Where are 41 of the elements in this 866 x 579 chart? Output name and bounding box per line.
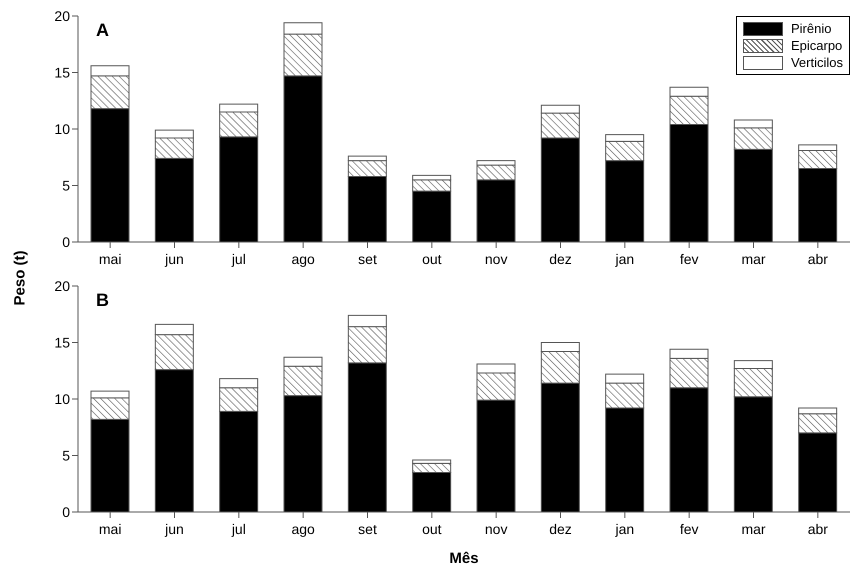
x-tick-label: abr <box>808 520 828 537</box>
legend-label: Epicarpo <box>790 37 842 54</box>
x-tick-label: fev <box>680 520 699 537</box>
x-tick-label: nov <box>484 520 508 537</box>
x-tick-label: jul <box>230 250 246 267</box>
y-tick-label: 5 <box>62 177 70 194</box>
x-tick-label: nov <box>484 250 508 267</box>
x-tick-label: set <box>358 520 377 537</box>
x-tick-label: dez <box>549 250 572 267</box>
y-tick-label: 10 <box>54 120 70 137</box>
x-axis-title: Mês <box>448 550 480 567</box>
y-tick-label: 15 <box>54 334 70 350</box>
y-tick-label: 20 <box>54 8 70 24</box>
x-tick-label: mai <box>98 250 122 267</box>
y-tick-label: 0 <box>62 234 70 250</box>
x-tick-label: jan <box>614 520 634 537</box>
legend-label: Pirênio <box>790 20 832 37</box>
x-tick-label: jul <box>230 520 246 537</box>
x-tick-label: out <box>422 250 442 267</box>
y-axis-title: Peso (t) <box>12 250 28 306</box>
x-tick-label: mar <box>741 250 766 267</box>
x-tick-label: mar <box>741 520 766 537</box>
y-tick-label: 15 <box>54 64 70 80</box>
y-tick-label: 10 <box>54 390 70 407</box>
y-tick-label: 5 <box>62 447 70 464</box>
x-tick-label: jun <box>164 520 184 537</box>
x-tick-label: dez <box>549 520 572 537</box>
x-tick-label: abr <box>808 250 828 267</box>
y-tick-label: 20 <box>54 278 70 294</box>
x-tick-label: ago <box>291 520 316 537</box>
legend-label: Verticilos <box>790 54 843 71</box>
chart-title: A <box>96 20 109 41</box>
x-tick-label: jun <box>164 250 184 267</box>
y-tick-label: 0 <box>62 504 70 520</box>
x-tick-label: out <box>422 520 442 537</box>
x-tick-label: set <box>358 250 377 267</box>
x-tick-label: mai <box>98 520 122 537</box>
x-tick-label: jan <box>614 250 634 267</box>
x-tick-label: ago <box>291 250 316 267</box>
chart-title: B <box>96 290 109 311</box>
x-tick-label: fev <box>680 250 699 267</box>
